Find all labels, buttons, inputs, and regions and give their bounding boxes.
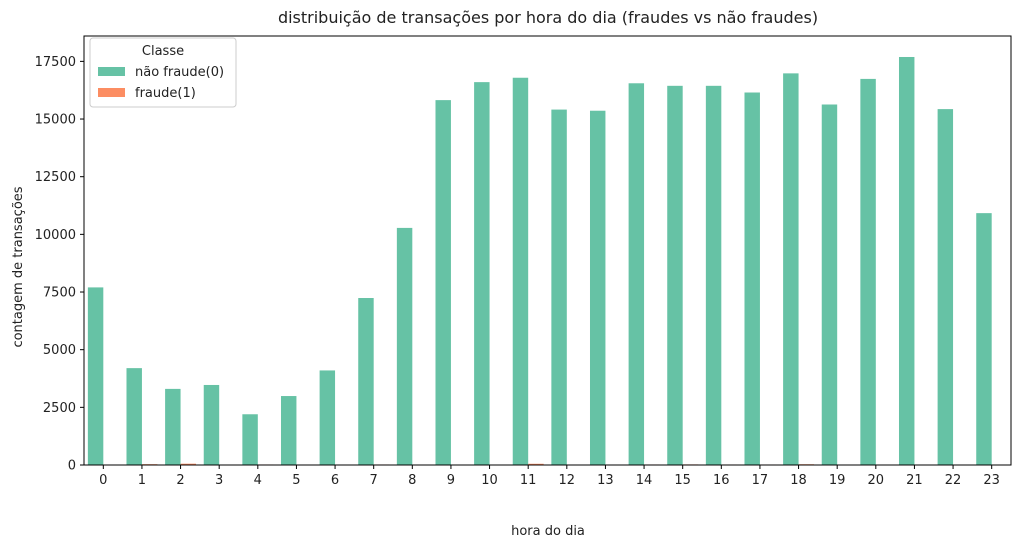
x-tick-label: 15 bbox=[674, 473, 691, 488]
bar-nao-fraude-hora-1 bbox=[126, 368, 142, 465]
y-tick-label: 0 bbox=[68, 459, 76, 474]
x-tick-label: 6 bbox=[331, 473, 339, 488]
bar-nao-fraude-hora-21 bbox=[898, 56, 915, 466]
y-tick-label: 7500 bbox=[43, 286, 76, 301]
x-tick-label: 12 bbox=[559, 473, 576, 488]
y-tick-label: 15000 bbox=[35, 113, 76, 128]
plot-frame bbox=[83, 35, 1012, 466]
x-tick-label: 0 bbox=[99, 473, 107, 488]
legend-frame bbox=[89, 37, 237, 108]
bar-nao-fraude-hora-3 bbox=[203, 384, 220, 465]
y-axis-title: contagem de transações bbox=[11, 186, 26, 347]
chart-title: distribuição de transações por hora do d… bbox=[278, 8, 818, 27]
bar-nao-fraude-hora-19 bbox=[821, 104, 838, 465]
bar-fraude-hora-11 bbox=[528, 463, 544, 465]
bar-nao-fraude-hora-2 bbox=[165, 388, 181, 465]
y-tick-label: 12500 bbox=[35, 170, 76, 185]
y-tick-label: 2500 bbox=[43, 401, 76, 416]
x-tick-label: 7 bbox=[370, 473, 378, 488]
bar-nao-fraude-hora-6 bbox=[319, 370, 336, 465]
bar-nao-fraude-hora-23 bbox=[976, 213, 992, 465]
bar-nao-fraude-hora-18 bbox=[783, 73, 799, 466]
y-tick-label: 10000 bbox=[35, 228, 76, 243]
x-tick-label: 4 bbox=[254, 473, 262, 488]
y-tick-label: 5000 bbox=[43, 343, 76, 358]
bar-nao-fraude-hora-8 bbox=[396, 227, 413, 465]
bar-nao-fraude-hora-12 bbox=[551, 109, 567, 465]
bar-fraude-hora-2 bbox=[180, 463, 197, 465]
bar-nao-fraude-hora-4 bbox=[242, 414, 258, 465]
x-tick-label: 19 bbox=[829, 473, 846, 488]
bar-nao-fraude-hora-13 bbox=[589, 110, 606, 465]
x-tick-label: 11 bbox=[520, 473, 537, 488]
bar-nao-fraude-hora-16 bbox=[705, 85, 722, 465]
bar-nao-fraude-hora-20 bbox=[860, 78, 876, 466]
x-tick-label: 16 bbox=[713, 473, 730, 488]
plot-area: 0 1 2 3 4 5 6 7 8 9 10 11 12 13 14 15 16 17 18 19 20 21 22 2302… bbox=[35, 35, 1012, 488]
bar-nao-fraude-hora-22 bbox=[937, 109, 954, 466]
bar-nao-fraude-hora-9 bbox=[435, 100, 451, 466]
x-tick-label: 5 bbox=[292, 473, 300, 488]
bar-nao-fraude-hora-11 bbox=[512, 77, 529, 465]
x-tick-label: 20 bbox=[868, 473, 885, 488]
bar-nao-fraude-hora-17 bbox=[744, 92, 760, 465]
bar-nao-fraude-hora-7 bbox=[358, 298, 374, 465]
bar-nao-fraude-hora-14 bbox=[628, 83, 645, 465]
x-tick-label: 21 bbox=[906, 473, 923, 488]
x-tick-label: 9 bbox=[447, 473, 455, 488]
x-tick-label: 23 bbox=[983, 473, 1000, 488]
legend-label-nao-fraude: não fraude(0) bbox=[135, 65, 224, 80]
x-tick-label: 10 bbox=[481, 473, 498, 488]
x-tick-label: 18 bbox=[790, 473, 807, 488]
legend-swatch-nao-fraude bbox=[98, 67, 125, 76]
x-tick-label: 2 bbox=[176, 473, 184, 488]
x-tick-label: 3 bbox=[215, 473, 223, 488]
x-tick-label: 1 bbox=[138, 473, 146, 488]
x-tick-label: 17 bbox=[752, 473, 769, 488]
legend: Classe não fraude(0) fraude(1) bbox=[89, 37, 237, 108]
bar-nao-fraude-hora-0 bbox=[87, 287, 104, 465]
x-tick-label: 8 bbox=[408, 473, 416, 488]
x-tick-label: 14 bbox=[636, 473, 653, 488]
legend-label-fraude: fraude(1) bbox=[135, 86, 196, 101]
y-tick-label: 17500 bbox=[35, 55, 76, 70]
x-tick-label: 13 bbox=[597, 473, 614, 488]
legend-title: Classe bbox=[142, 44, 184, 59]
x-tick-label: 22 bbox=[945, 473, 962, 488]
bar-nao-fraude-hora-10 bbox=[474, 82, 490, 465]
x-axis-title: hora do dia bbox=[511, 524, 585, 539]
bar-nao-fraude-hora-15 bbox=[667, 85, 683, 465]
bar-nao-fraude-hora-5 bbox=[280, 396, 297, 465]
legend-swatch-fraude bbox=[98, 88, 125, 97]
